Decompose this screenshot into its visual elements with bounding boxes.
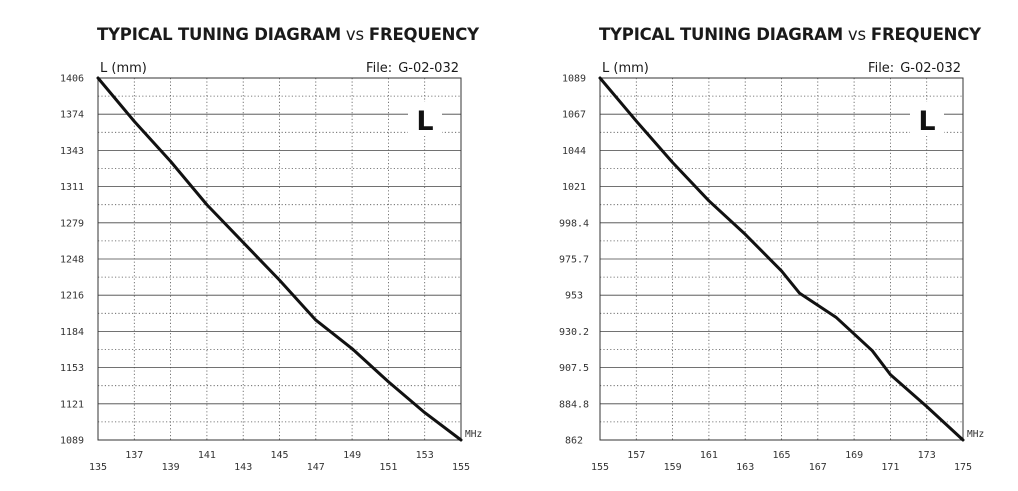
x-tick-label: 175 — [954, 462, 972, 473]
data-point — [278, 278, 281, 282]
y-tick-label: 1184 — [60, 327, 84, 338]
data-point — [671, 161, 674, 164]
chart-title: TYPICAL TUNING DIAGRAM vs FREQUENCY — [97, 25, 480, 44]
y-axis-label: L (mm) — [100, 61, 147, 76]
data-point — [205, 203, 209, 206]
data-point — [871, 349, 874, 352]
data-point — [798, 292, 801, 295]
x-tick-label: 165 — [772, 450, 790, 461]
x-unit-label: MHz — [465, 429, 482, 440]
chart-title-main: TYPICAL TUNING DIAGRAM — [97, 25, 341, 44]
y-tick-label: 953 — [565, 291, 583, 302]
file-id: G-02-032 — [900, 61, 961, 76]
data-point — [744, 233, 747, 236]
x-tick-label: 163 — [736, 462, 754, 473]
data-point — [780, 269, 783, 273]
y-tick-label: 884.8 — [559, 399, 589, 410]
y-tick-label: 1089 — [60, 436, 84, 447]
y-tick-label: 1374 — [60, 110, 84, 121]
chart-title: TYPICAL TUNING DIAGRAM vs FREQUENCY — [599, 25, 982, 44]
x-tick-label: 143 — [234, 462, 252, 473]
x-tick-label: 139 — [162, 462, 180, 473]
data-point — [242, 241, 245, 244]
y-tick-label: 1343 — [60, 146, 84, 157]
x-tick-label: 155 — [452, 462, 470, 473]
x-tick-label: 167 — [809, 462, 827, 473]
data-point — [314, 318, 317, 322]
file-label: File: — [868, 61, 894, 76]
x-tick-label: 149 — [343, 450, 361, 461]
y-tick-label: 1406 — [60, 74, 84, 85]
y-tick-label: 907.5 — [559, 363, 589, 374]
data-point — [169, 160, 172, 163]
x-tick-label: 147 — [307, 462, 325, 473]
y-tick-label: 930.2 — [559, 327, 589, 338]
data-point — [133, 120, 136, 123]
plot-frame — [599, 77, 964, 441]
y-tick-label: 862 — [565, 436, 583, 447]
x-unit-label: MHz — [967, 429, 984, 440]
data-point — [350, 347, 354, 350]
file-reference: File: G-02-032 — [366, 61, 459, 76]
y-tick-label: 1089 — [562, 74, 586, 85]
data-point — [423, 411, 426, 414]
y-tick-label: 1216 — [60, 291, 84, 302]
x-tick-label: 151 — [379, 462, 397, 473]
y-tick-label: 998.4 — [559, 218, 589, 229]
y-axis-label: L (mm) — [602, 61, 649, 76]
x-tick-label: 145 — [270, 450, 288, 461]
x-tick-label: 169 — [845, 450, 863, 461]
y-tick-label: 1279 — [60, 218, 84, 229]
x-tick-label: 153 — [416, 450, 434, 461]
x-tick-label: 159 — [664, 462, 682, 473]
band-marker: L — [416, 106, 433, 137]
chart-title-main: TYPICAL TUNING DIAGRAM — [599, 25, 843, 44]
x-tick-label: 155 — [591, 462, 609, 473]
data-point — [834, 316, 838, 319]
y-tick-label: 1153 — [60, 363, 84, 374]
chart-title-vs: vs — [346, 25, 364, 44]
y-tick-label: 1044 — [562, 146, 586, 157]
y-tick-label: 1311 — [60, 182, 84, 193]
data-point — [96, 76, 100, 80]
x-tick-label: 141 — [198, 450, 216, 461]
x-tick-label: 137 — [125, 450, 143, 461]
file-id: G-02-032 — [398, 61, 459, 76]
data-point — [459, 438, 463, 442]
data-point — [707, 199, 711, 202]
data-point — [961, 438, 965, 442]
chart-title-tail: FREQUENCY — [369, 25, 480, 44]
data-point — [387, 380, 390, 383]
x-tick-label: 157 — [627, 450, 645, 461]
data-point — [635, 119, 638, 123]
band-marker-background — [408, 102, 442, 136]
x-tick-label: 135 — [89, 462, 107, 473]
y-tick-label: 1248 — [60, 255, 84, 266]
x-tick-label: 171 — [881, 462, 899, 473]
chart-title-tail: FREQUENCY — [871, 25, 982, 44]
band-marker: L — [918, 106, 935, 137]
file-label: File: — [366, 61, 392, 76]
y-tick-label: 1021 — [562, 182, 586, 193]
band-marker-background — [910, 102, 944, 136]
file-reference: File: G-02-032 — [868, 61, 961, 76]
x-tick-label: 173 — [918, 450, 936, 461]
plot-frame — [97, 77, 462, 441]
x-tick-label: 161 — [700, 450, 718, 461]
data-point — [925, 405, 928, 408]
tuning-curve-line — [598, 76, 965, 442]
y-tick-label: 1067 — [562, 110, 586, 121]
data-point — [889, 373, 892, 376]
chart-panel-1: TYPICAL TUNING DIAGRAM vs FREQUENCY L (mm) F… — [60, 25, 482, 473]
chart-panel-2: TYPICAL TUNING DIAGRAM vs FREQUENCY L (mm) F… — [559, 25, 984, 473]
y-tick-label: 1121 — [60, 399, 84, 410]
chart-title-vs: vs — [848, 25, 866, 44]
y-tick-label: 975.7 — [559, 255, 589, 266]
data-point — [598, 76, 602, 80]
